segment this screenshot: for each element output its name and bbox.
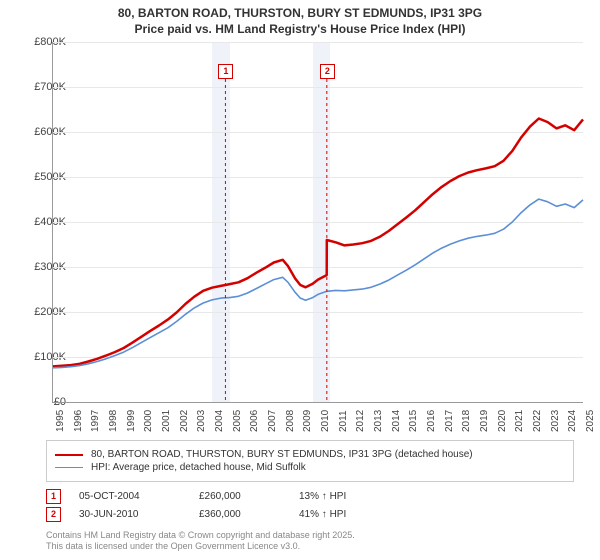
transaction-table: 1 05-OCT-2004£260,00013% ↑ HPI 2 30-JUN-201… <box>46 486 566 525</box>
x-tick-label: 2015 <box>408 410 419 432</box>
x-tick-label: 1997 <box>90 410 101 432</box>
footer-line-2: This data is licensed under the Open Gov… <box>46 541 355 552</box>
x-tick-label: 2003 <box>196 410 207 432</box>
line-layer <box>53 42 583 402</box>
plot-area: 12 <box>52 42 583 403</box>
x-tick-label: 2006 <box>249 410 260 432</box>
x-tick-label: 2023 <box>550 410 561 432</box>
title-line-2: Price paid vs. HM Land Registry's House … <box>0 22 600 38</box>
attribution-footer: Contains HM Land Registry data © Crown c… <box>46 530 355 553</box>
x-tick-label: 1998 <box>108 410 119 432</box>
legend-row: 80, BARTON ROAD, THURSTON, BURY ST EDMUN… <box>55 449 565 460</box>
x-tick-label: 2001 <box>161 410 172 432</box>
x-tick-label: 2004 <box>214 410 225 432</box>
chart-container: 80, BARTON ROAD, THURSTON, BURY ST EDMUN… <box>0 0 600 560</box>
legend: 80, BARTON ROAD, THURSTON, BURY ST EDMUN… <box>46 440 574 482</box>
x-tick-label: 1995 <box>55 410 66 432</box>
transaction-delta: 13% ↑ HPI <box>299 491 399 502</box>
x-tick-label: 2024 <box>567 410 578 432</box>
x-tick-label: 2008 <box>285 410 296 432</box>
x-tick-label: 2005 <box>232 410 243 432</box>
sale-marker: 2 <box>320 64 335 79</box>
transaction-row: 2 30-JUN-2010£360,00041% ↑ HPI <box>46 507 566 522</box>
x-tick-label: 2002 <box>179 410 190 432</box>
x-tick-label: 2010 <box>320 410 331 432</box>
transaction-date: 05-OCT-2004 <box>79 491 199 502</box>
x-tick-label: 2022 <box>532 410 543 432</box>
legend-row: HPI: Average price, detached house, Mid … <box>55 462 565 473</box>
transaction-date: 30-JUN-2010 <box>79 509 199 520</box>
legend-label: HPI: Average price, detached house, Mid … <box>91 462 306 473</box>
x-tick-label: 2016 <box>426 410 437 432</box>
transaction-marker: 1 <box>46 489 61 504</box>
x-tick-label: 2017 <box>444 410 455 432</box>
x-axis-labels: 1995 1996 1997 1998 1999 2000 2001 2002 2003 2004… <box>52 404 582 434</box>
chart-title: 80, BARTON ROAD, THURSTON, BURY ST EDMUN… <box>0 0 600 37</box>
transaction-delta: 41% ↑ HPI <box>299 509 399 520</box>
legend-swatch <box>55 454 83 456</box>
x-tick-label: 2020 <box>497 410 508 432</box>
x-tick-label: 2018 <box>461 410 472 432</box>
legend-swatch <box>55 467 83 468</box>
x-tick-label: 2007 <box>267 410 278 432</box>
x-tick-label: 2013 <box>373 410 384 432</box>
x-tick-label: 2000 <box>143 410 154 432</box>
footer-line-1: Contains HM Land Registry data © Crown c… <box>46 530 355 541</box>
transaction-price: £260,000 <box>199 491 299 502</box>
x-tick-label: 2012 <box>355 410 366 432</box>
title-line-1: 80, BARTON ROAD, THURSTON, BURY ST EDMUN… <box>0 6 600 22</box>
x-tick-label: 2025 <box>585 410 596 432</box>
sale-marker: 1 <box>218 64 233 79</box>
x-tick-label: 2011 <box>338 410 349 432</box>
legend-label: 80, BARTON ROAD, THURSTON, BURY ST EDMUN… <box>91 449 473 460</box>
transaction-row: 1 05-OCT-2004£260,00013% ↑ HPI <box>46 489 566 504</box>
x-tick-label: 1999 <box>126 410 137 432</box>
transaction-marker: 2 <box>46 507 61 522</box>
x-tick-label: 2019 <box>479 410 490 432</box>
x-tick-label: 2021 <box>514 410 525 432</box>
series-price_paid <box>53 119 583 367</box>
transaction-price: £360,000 <box>199 509 299 520</box>
x-tick-label: 2014 <box>391 410 402 432</box>
x-tick-label: 2009 <box>302 410 313 432</box>
x-tick-label: 1996 <box>73 410 84 432</box>
